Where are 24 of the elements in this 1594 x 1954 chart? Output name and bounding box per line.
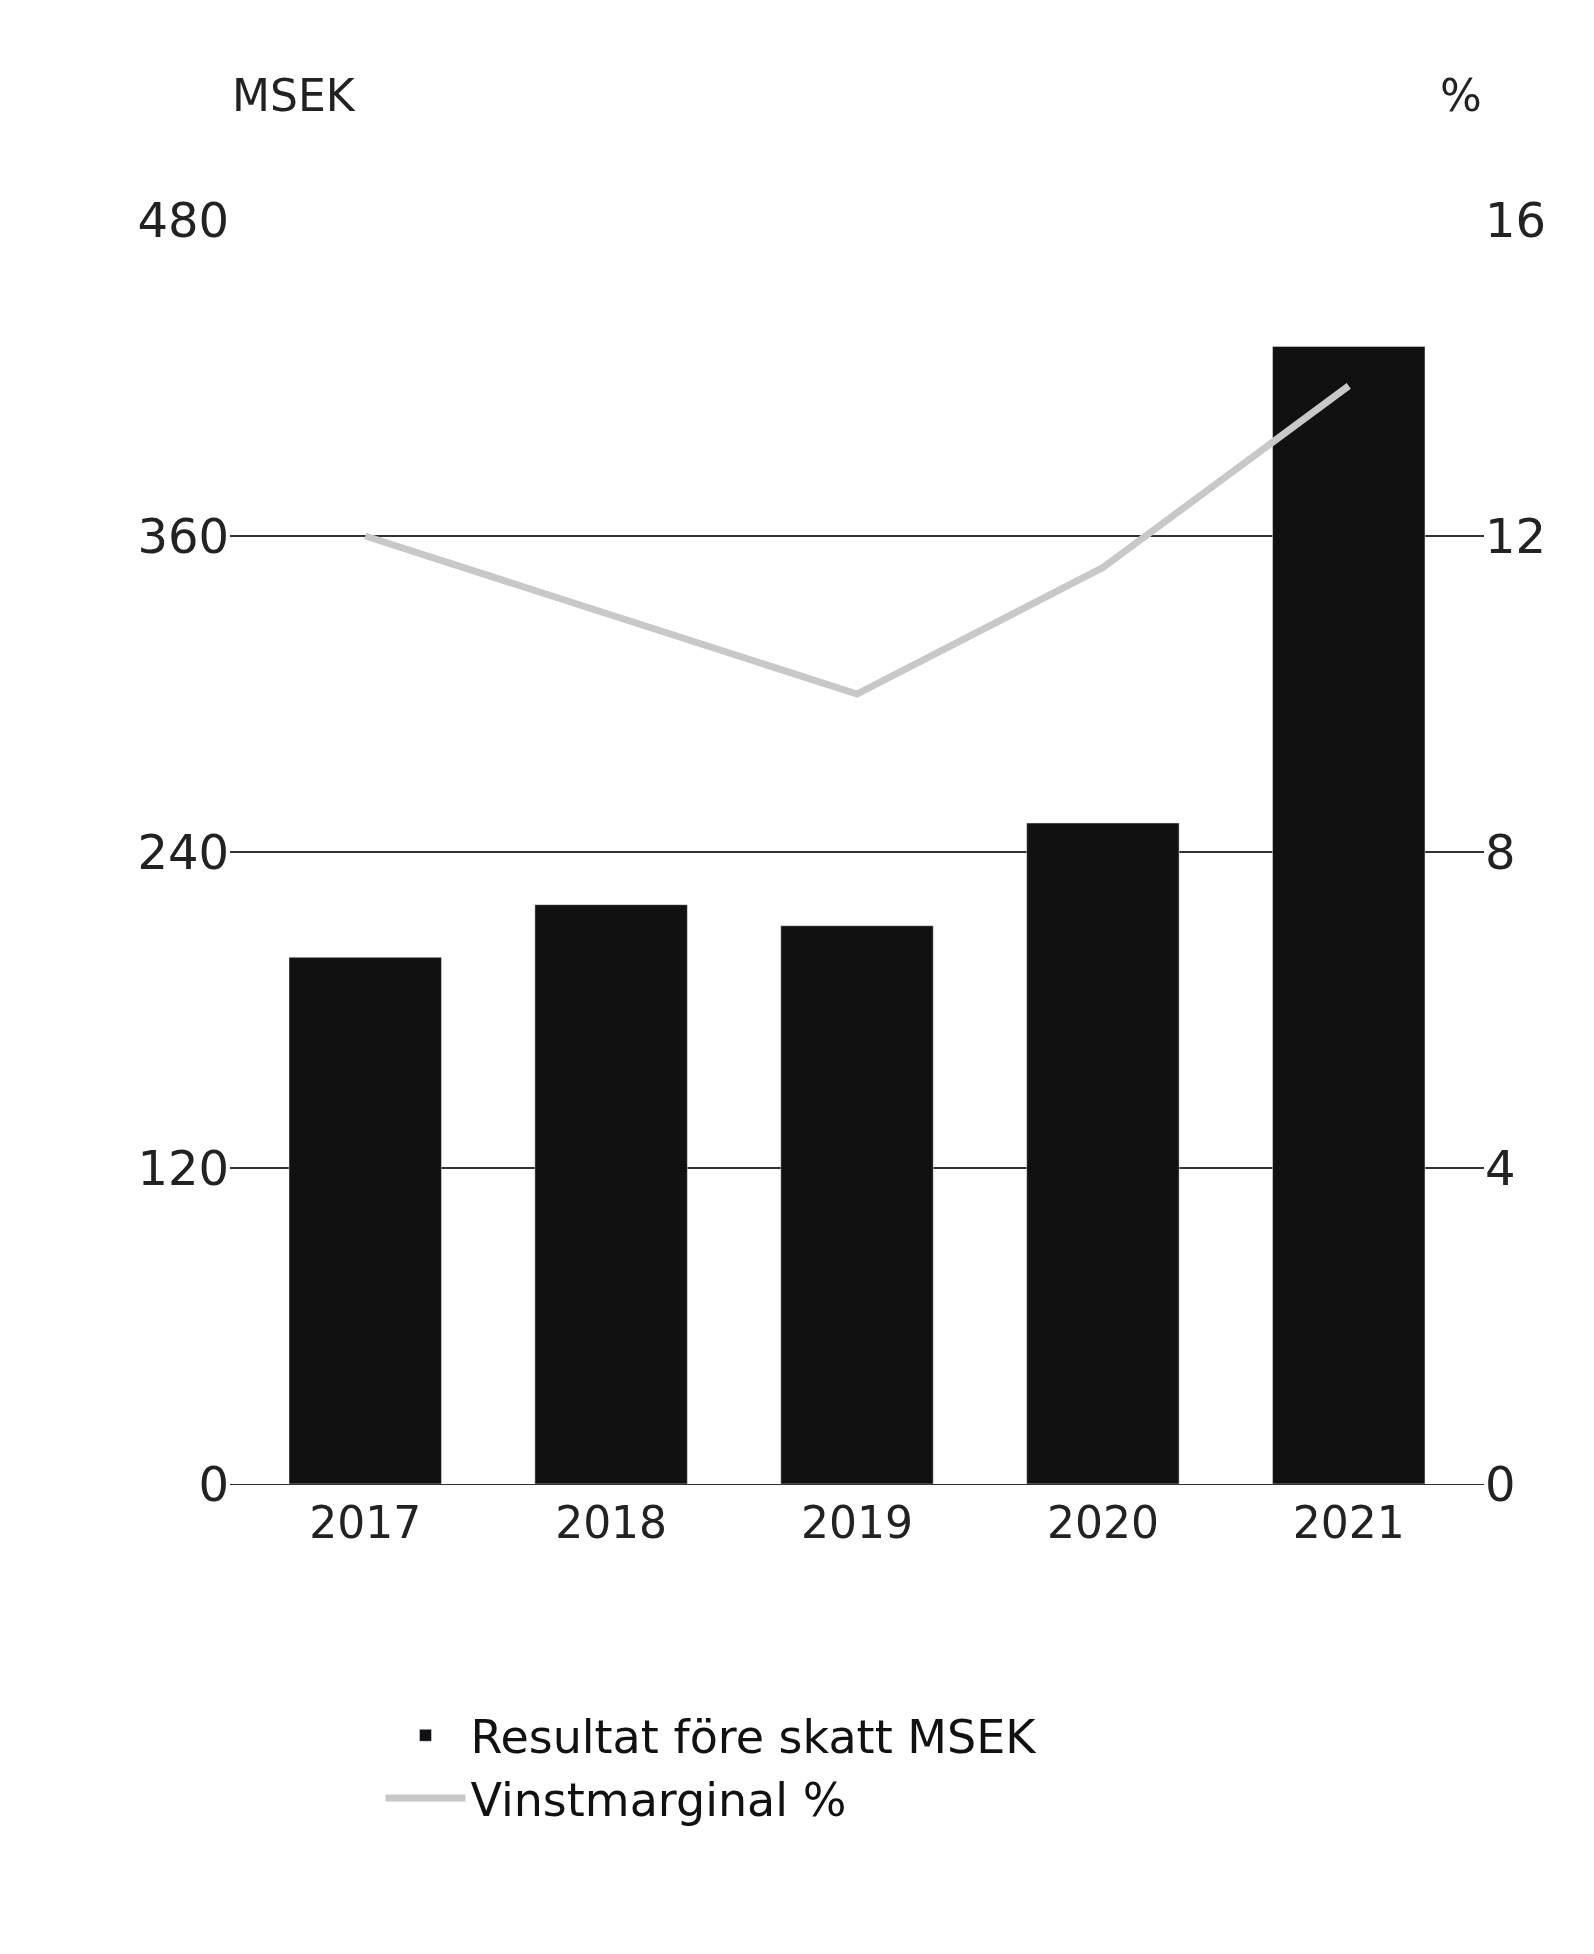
y2-tick-label: 12 bbox=[1485, 507, 1547, 564]
x-tick-label: 2018 bbox=[555, 1496, 668, 1548]
bar bbox=[1026, 822, 1180, 1484]
y2-tick-label: 8 bbox=[1485, 823, 1516, 880]
x-tick-label: 2019 bbox=[801, 1496, 913, 1548]
y2-tick-label: 4 bbox=[1485, 1139, 1516, 1196]
y-tick-label: 0 bbox=[198, 1455, 229, 1512]
legend-label: Vinstmarginal % bbox=[470, 1773, 847, 1828]
x-tick-label: 2020 bbox=[1046, 1496, 1159, 1548]
y-tick-label: 240 bbox=[137, 823, 229, 880]
y-tick-label: 360 bbox=[137, 507, 229, 564]
x-tick-label: 2017 bbox=[309, 1496, 422, 1548]
y-tick-label: 480 bbox=[137, 191, 229, 248]
bar bbox=[534, 904, 688, 1484]
y2-tick-label: 0 bbox=[1485, 1455, 1516, 1512]
y-tick-label: 120 bbox=[137, 1139, 229, 1196]
x-tick-label: 2021 bbox=[1292, 1496, 1405, 1548]
legend-label: Resultat före skatt MSEK bbox=[470, 1710, 1038, 1765]
y2-axis-title: % bbox=[1440, 70, 1482, 121]
y-axis-title: MSEK bbox=[232, 70, 356, 121]
bar bbox=[288, 957, 442, 1484]
bar bbox=[1272, 346, 1426, 1484]
bar bbox=[780, 925, 934, 1484]
y2-tick-label: 16 bbox=[1485, 191, 1547, 248]
